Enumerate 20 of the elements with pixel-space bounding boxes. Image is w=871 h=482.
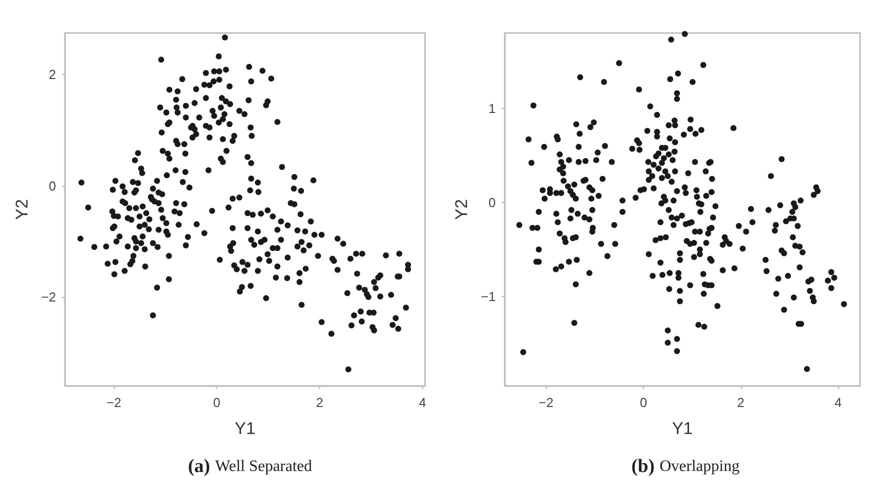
x-tick-label: −2 <box>106 395 122 410</box>
y-tick-label: −1 <box>480 289 496 304</box>
y-axis-title: Y2 <box>12 199 32 220</box>
x-axis-title: Y1 <box>672 419 693 438</box>
text: (b) Overlapping <box>631 456 740 477</box>
x-axis-title: Y1 <box>234 419 256 438</box>
y-tick-label: 0 <box>488 194 496 210</box>
x-tick-label: 2 <box>737 395 744 410</box>
x-tick-label: −2 <box>538 395 554 410</box>
x-tick-label: 0 <box>213 395 220 410</box>
x-tick-label: 0 <box>640 395 648 410</box>
text: (a) Well Separated <box>188 456 312 477</box>
x-tick-label: 4 <box>834 395 842 410</box>
x-tick-label: 4 <box>418 395 426 410</box>
y-tick-label: −2 <box>41 290 56 305</box>
y-tick-label: 0 <box>48 178 56 194</box>
x-tick-label: 2 <box>316 395 324 410</box>
y-tick-label: 1 <box>488 100 496 116</box>
y-axis-title: Y2 <box>452 199 471 220</box>
y-tick-label: 2 <box>48 67 56 82</box>
